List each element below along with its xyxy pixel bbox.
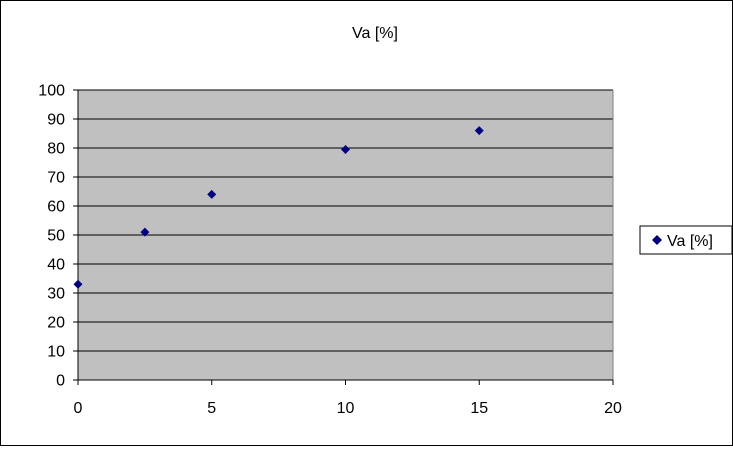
y-tick-label: 70 [47,170,65,187]
data-point-diamond [341,144,350,154]
legend: Va [%] [639,225,733,255]
x-tick-label: 15 [470,400,488,417]
legend-label: Va [%] [667,233,713,250]
y-tick-label: 60 [47,199,65,216]
y-tick-label: 80 [47,141,65,158]
y-tick-label: 40 [47,257,65,274]
data-point-diamond [474,126,484,136]
x-tick-label: 10 [337,400,355,417]
data-points [73,126,484,289]
axes [73,89,614,385]
y-tick-label: 90 [47,112,65,129]
y-tick-label: 20 [47,315,65,332]
data-point-diamond [73,279,83,289]
chart-title: Va [%] [352,25,398,42]
legend-marker-diamond-icon [652,235,662,245]
y-tick-label: 100 [38,83,65,100]
y-tick-label: 10 [47,344,65,361]
y-tick-label: 0 [56,373,65,390]
x-tick-label: 5 [207,400,216,417]
x-tick-label: 0 [74,400,83,417]
y-tick-label: 30 [47,286,65,303]
y-tick-label: 50 [47,228,65,245]
y-tick-labels: 0 10 20 30 40 50 60 70 80 90 100 [38,83,65,390]
x-tick-labels: 0 5 10 15 20 [74,400,622,417]
data-point-diamond [140,227,150,237]
x-tick-label: 20 [604,400,622,417]
data-point-diamond [207,189,217,199]
